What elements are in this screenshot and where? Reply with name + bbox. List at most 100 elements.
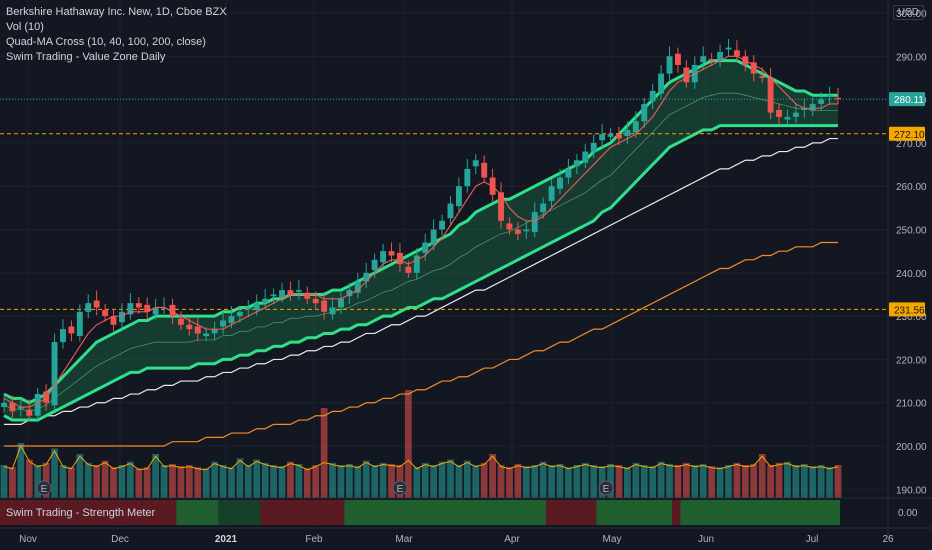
candle-body[interactable]	[809, 103, 816, 111]
candle-body[interactable]	[211, 329, 218, 334]
candle-body[interactable]	[472, 160, 479, 167]
candle-body[interactable]	[792, 112, 799, 117]
candle-body[interactable]	[279, 290, 285, 298]
candle-body[interactable]	[43, 391, 50, 403]
candle-body[interactable]	[127, 303, 134, 315]
candle-body[interactable]	[540, 203, 547, 213]
candle-body[interactable]	[312, 298, 319, 304]
candle-body[interactable]	[759, 76, 766, 78]
candle-body[interactable]	[725, 47, 732, 50]
candle-body[interactable]	[599, 134, 606, 141]
volume-indicator-label[interactable]: Vol (10)	[6, 21, 44, 33]
value-zone-indicator-label[interactable]: Swim Trading - Value Zone Daily	[6, 51, 166, 63]
candle-body[interactable]	[666, 56, 673, 74]
candle-body[interactable]	[354, 281, 361, 293]
candle-body[interactable]	[413, 255, 420, 273]
candle-body[interactable]	[245, 307, 252, 310]
candle-body[interactable]	[439, 220, 446, 230]
candle-body[interactable]	[371, 259, 378, 271]
candle-body[interactable]	[253, 303, 260, 311]
candle-body[interactable]	[338, 298, 344, 308]
candle-body[interactable]	[76, 311, 83, 337]
candle-body[interactable]	[818, 99, 825, 104]
candle-body[interactable]	[388, 251, 395, 256]
candle-body[interactable]	[641, 103, 648, 122]
candle-body[interactable]	[236, 311, 243, 317]
candle-body[interactable]	[85, 303, 92, 312]
candle-body[interactable]	[464, 168, 471, 187]
candle-body[interactable]	[262, 298, 269, 304]
currency-label[interactable]: USD	[892, 5, 924, 20]
earnings-event-icon[interactable]	[36, 480, 52, 496]
candle-body[interactable]	[481, 162, 488, 178]
candle-body[interactable]	[700, 56, 707, 63]
candle-body[interactable]	[649, 90, 656, 102]
candle-body[interactable]	[144, 304, 151, 312]
candle-body[interactable]	[346, 290, 353, 297]
candle-body[interactable]	[590, 142, 597, 152]
candle-body[interactable]	[674, 53, 681, 65]
candle-body[interactable]	[498, 192, 504, 221]
candle-body[interactable]	[683, 67, 690, 83]
candle-body[interactable]	[51, 342, 58, 406]
candle-body[interactable]	[380, 251, 387, 263]
candle-body[interactable]	[363, 272, 370, 282]
candle-body[interactable]	[607, 134, 614, 137]
candle-body[interactable]	[34, 394, 41, 416]
candle-body[interactable]	[447, 203, 454, 219]
candle-body[interactable]	[169, 304, 176, 317]
strength-meter-label[interactable]: Swim Trading - Strength Meter	[6, 507, 156, 519]
candle-body[interactable]	[194, 326, 201, 334]
candle-body[interactable]	[9, 402, 16, 412]
candle-body[interactable]	[565, 168, 572, 178]
candle-body[interactable]	[68, 326, 75, 334]
candle-body[interactable]	[102, 310, 109, 317]
symbol-title[interactable]: Berkshire Hathaway Inc. New, 1D, Cboe BZ…	[6, 6, 227, 18]
candle-body[interactable]	[767, 77, 774, 113]
candle-body[interactable]	[557, 177, 563, 189]
candle-body[interactable]	[396, 252, 403, 265]
lower-level-tag-bg[interactable]	[889, 302, 925, 317]
candle-body[interactable]	[203, 333, 210, 337]
candle-body[interactable]	[430, 229, 437, 246]
candle-body[interactable]	[26, 409, 33, 416]
candle-body[interactable]	[784, 116, 791, 120]
candle-body[interactable]	[321, 300, 328, 312]
candle-body[interactable]	[110, 316, 117, 325]
last-price-tag-bg[interactable]	[889, 92, 925, 107]
candle-body[interactable]	[506, 223, 513, 230]
candle-body[interactable]	[624, 129, 631, 136]
candle-body[interactable]	[708, 58, 715, 61]
candle-body[interactable]	[523, 229, 530, 232]
candle-body[interactable]	[717, 51, 724, 61]
candle-body[interactable]	[801, 108, 808, 110]
candle-body[interactable]	[295, 290, 302, 292]
candle-body[interactable]	[177, 318, 184, 325]
candle-body[interactable]	[826, 95, 833, 98]
upper-level-tag-bg[interactable]	[889, 126, 925, 141]
quad-ma-indicator-label[interactable]: Quad-MA Cross (10, 40, 100, 200, close)	[6, 36, 206, 48]
candle-body[interactable]	[220, 320, 226, 327]
candle-body[interactable]	[531, 212, 538, 233]
candle-body[interactable]	[304, 292, 311, 299]
candle-body[interactable]	[329, 307, 336, 315]
candle-body[interactable]	[616, 134, 622, 139]
candle-body[interactable]	[455, 186, 462, 207]
candle-body[interactable]	[405, 266, 412, 273]
candle-body[interactable]	[118, 311, 125, 323]
candle-body[interactable]	[93, 300, 100, 308]
candle-body[interactable]	[835, 97, 841, 100]
candle-body[interactable]	[270, 294, 277, 297]
candle-body[interactable]	[776, 109, 782, 117]
candle-body[interactable]	[514, 229, 521, 234]
candle-body[interactable]	[60, 329, 66, 343]
candle-body[interactable]	[632, 121, 639, 133]
candle-body[interactable]	[1, 402, 7, 408]
candle-body[interactable]	[228, 316, 235, 324]
candle-body[interactable]	[135, 303, 142, 308]
earnings-event-icon[interactable]	[392, 480, 408, 496]
earnings-event-icon[interactable]	[598, 480, 614, 496]
candle-body[interactable]	[422, 242, 429, 253]
candle-body[interactable]	[17, 407, 24, 409]
